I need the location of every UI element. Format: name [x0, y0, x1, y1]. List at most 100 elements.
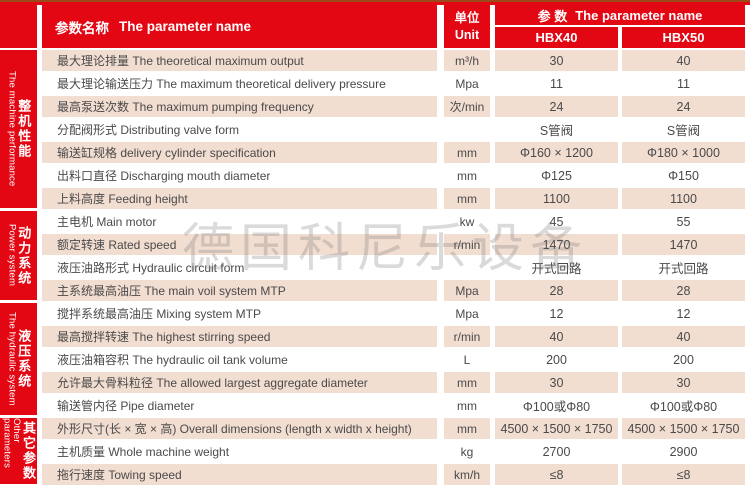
value-cell-hbx50: 28 [622, 280, 745, 303]
value-cell-hbx50: 2900 [622, 441, 745, 464]
param-name-cell: 最大理论输送压力 The maximum theoretical deliver… [42, 73, 437, 96]
value-cell-hbx40: 30 [495, 372, 618, 395]
param-name-cell: 拖行速度 Towing speed [42, 464, 437, 487]
section-label: Other parameters 其它参数 [0, 418, 37, 484]
unit-cell: mm [444, 395, 490, 418]
param-name-header-zh: 参数名称 [55, 20, 109, 36]
param-name-cell: 主机质量 Whole machine weight [42, 441, 437, 464]
params-group-title: 参 数 The parameter name [495, 5, 745, 27]
model-header-hbx40: HBX40 [495, 27, 618, 48]
param-name-cell: 主电机 Main motor [42, 211, 437, 234]
unit-cell: 次/min [444, 96, 490, 119]
unit-cell: Mpa [444, 73, 490, 96]
unit-cell: mm [444, 142, 490, 165]
params-group-title-en: The parameter name [575, 7, 703, 23]
unit-cell [444, 257, 490, 280]
param-name-cell: 液压油路形式 Hydraulic circuit form [42, 257, 437, 280]
value-cell-hbx40: 30 [495, 50, 618, 73]
section-label: The machine performance 整机性能 [0, 50, 37, 208]
value-cell-hbx50: 40 [622, 50, 745, 73]
value-cell-hbx50: 30 [622, 372, 745, 395]
unit-cell: Mpa [444, 303, 490, 326]
value-cell-hbx50: ≤8 [622, 464, 745, 487]
value-cell-hbx40: 11 [495, 73, 618, 96]
header-corner-block [0, 5, 37, 48]
section-label-en: Power system [6, 224, 18, 287]
param-name-cell: 分配阀形式 Distributing valve form [42, 119, 437, 142]
section-label-en: The hydraulic system [6, 312, 18, 406]
value-cell-hbx50: 4500 × 1500 × 1750 [622, 418, 745, 441]
value-cell-hbx40: 28 [495, 280, 618, 303]
section-label-zh: 动力系统 [16, 225, 32, 286]
value-cell-hbx50: 12 [622, 303, 745, 326]
unit-header-en: Unit [454, 27, 480, 42]
param-name-cell: 主系统最高油压 The main voil system MTP [42, 280, 437, 303]
section-label-zh: 其它参数 [21, 421, 36, 481]
unit-cell [444, 119, 490, 142]
unit-header: 单位 Unit [444, 5, 490, 48]
model-columns-header: HBX40 HBX50 [495, 27, 745, 48]
param-name-cell: 额定转速 Rated speed [42, 234, 437, 257]
param-name-cell: 最高搅拌转速 The highest stirring speed [42, 326, 437, 349]
value-cell-hbx40: 40 [495, 326, 618, 349]
unit-cell: kw [444, 211, 490, 234]
table-header: 参数名称 The parameter name 单位 Unit 参 数 The … [0, 5, 750, 48]
params-group-title-zh: 参 数 [537, 8, 568, 24]
unit-cell: mm [444, 165, 490, 188]
value-cell-hbx50: 55 [622, 211, 745, 234]
params-group-header: 参 数 The parameter name HBX40 HBX50 [495, 5, 745, 48]
param-name-cell: 输送缸规格 delivery cylinder specification [42, 142, 437, 165]
value-cell-hbx50: 开式回路 [622, 257, 745, 280]
value-cell-hbx40: 开式回路 [495, 257, 618, 280]
section-label-en: Other parameters [1, 418, 23, 469]
table-body: The machine performance 整机性能 Power syste… [0, 50, 750, 487]
value-cell-hbx50: 24 [622, 96, 745, 119]
param-name-cell: 液压油箱容积 The hydraulic oil tank volume [42, 349, 437, 372]
param-name-cell: 最高泵送次数 The maximum pumping frequency [42, 96, 437, 119]
model-header-hbx50: HBX50 [622, 27, 745, 48]
param-name-header-en: The parameter name [119, 19, 252, 34]
section-label-zh: 液压系统 [16, 329, 32, 389]
param-name-cell: 搅拌系统最高油压 Mixing system MTP [42, 303, 437, 326]
value-cell-hbx40: 12 [495, 303, 618, 326]
value-cell-hbx50: 1100 [622, 188, 745, 211]
section-label-en: The machine performance [6, 71, 18, 187]
param-name-cell: 输送管内径 Pipe diameter [42, 395, 437, 418]
value-cell-hbx40: 1100 [495, 188, 618, 211]
unit-cell: m³/h [444, 50, 490, 73]
value-cell-hbx50: Φ100或Φ80 [622, 395, 745, 418]
section-label: The hydraulic system 液压系统 [0, 303, 37, 415]
param-name-cell: 外形尺寸(长 × 宽 × 高) Overall dimensions (leng… [42, 418, 437, 441]
value-cell-hbx50: Φ180 × 1000 [622, 142, 745, 165]
unit-cell: kg [444, 441, 490, 464]
value-cell-hbx40: 200 [495, 349, 618, 372]
unit-cell: km/h [444, 464, 490, 487]
value-cell-hbx40: Φ100或Φ80 [495, 395, 618, 418]
value-cell-hbx50: S管阀 [622, 119, 745, 142]
section-label: Power system 动力系统 [0, 211, 37, 300]
value-cell-hbx40: 1470 [495, 234, 618, 257]
param-name-cell: 最大理论排量 The theoretical maximum output [42, 50, 437, 73]
value-cell-hbx50: 1470 [622, 234, 745, 257]
value-cell-hbx40: 45 [495, 211, 618, 234]
unit-cell: Mpa [444, 280, 490, 303]
unit-cell: r/min [444, 234, 490, 257]
value-cell-hbx50: 40 [622, 326, 745, 349]
param-name-cell: 上料高度 Feeding height [42, 188, 437, 211]
value-cell-hbx40: ≤8 [495, 464, 618, 487]
unit-cell: mm [444, 372, 490, 395]
param-name-cell: 允许最大骨料粒径 The allowed largest aggregate d… [42, 372, 437, 395]
unit-cell: mm [444, 188, 490, 211]
unit-header-zh: 单位 [454, 10, 480, 25]
column-divider [618, 27, 622, 48]
value-cell-hbx50: 200 [622, 349, 745, 372]
value-cell-hbx40: Φ125 [495, 165, 618, 188]
value-cell-hbx40: 4500 × 1500 × 1750 [495, 418, 618, 441]
param-name-header: 参数名称 The parameter name [42, 5, 437, 48]
unit-cell: mm [444, 418, 490, 441]
value-cell-hbx40: 2700 [495, 441, 618, 464]
value-cell-hbx40: S管阀 [495, 119, 618, 142]
unit-cell: r/min [444, 326, 490, 349]
unit-cell: L [444, 349, 490, 372]
table-top-border [0, 0, 750, 5]
